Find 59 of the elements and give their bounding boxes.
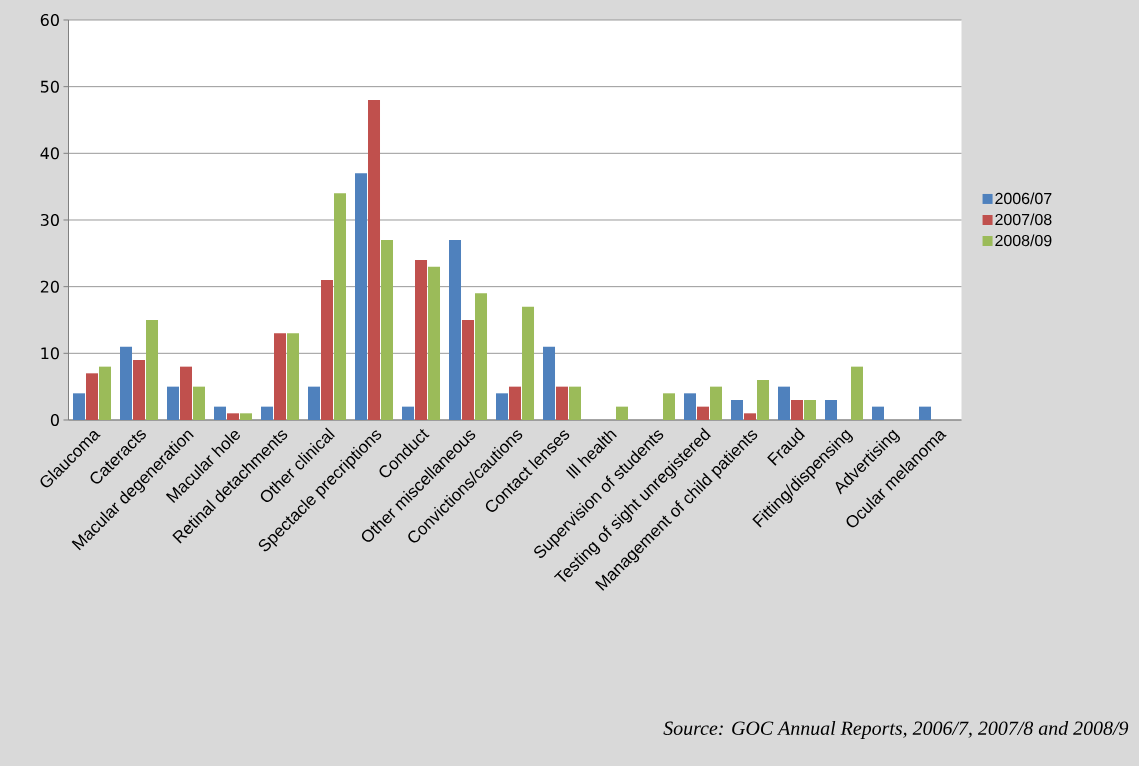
bar <box>462 319 475 420</box>
bar <box>697 406 710 420</box>
bar <box>663 393 676 420</box>
y-tick-label: 60 <box>40 13 59 27</box>
bar <box>556 386 569 420</box>
bar <box>402 406 415 420</box>
y-tick-label: 20 <box>40 280 59 293</box>
bar <box>522 306 535 420</box>
y-tick-label: 50 <box>40 80 59 93</box>
bar <box>214 406 227 420</box>
bar <box>180 366 193 420</box>
bar <box>919 406 932 420</box>
bar <box>449 239 462 420</box>
bar <box>872 406 885 420</box>
source-note: Source: GOC Annual Reports, 2006/7, 2007/8 and 2008/9 <box>663 720 1129 740</box>
y-tick-label: 10 <box>41 347 59 360</box>
bar <box>261 406 274 420</box>
legend-label: 2006/07 <box>995 192 1052 205</box>
bar <box>99 366 112 420</box>
bar <box>308 386 321 420</box>
bar <box>428 266 441 420</box>
bar <box>355 173 368 420</box>
y-tick-label: 0 <box>50 413 59 427</box>
bar <box>368 99 381 420</box>
bar <box>851 366 864 420</box>
bar <box>778 386 791 420</box>
bar <box>287 333 300 420</box>
bar <box>744 413 757 420</box>
y-tick-label: 30 <box>40 213 59 227</box>
bar <box>825 399 838 420</box>
legend-label: 2008/09 <box>995 234 1052 247</box>
bar <box>569 386 582 420</box>
y-tick-label: 40 <box>40 147 59 160</box>
bar <box>274 333 287 420</box>
bar <box>321 279 334 420</box>
bar <box>616 406 629 420</box>
bar <box>120 346 133 420</box>
bar <box>133 359 146 420</box>
bar <box>86 373 99 420</box>
bar <box>146 319 159 420</box>
bar <box>496 393 509 420</box>
bar <box>415 259 428 420</box>
bar <box>167 386 180 420</box>
bar <box>684 393 697 420</box>
bar <box>193 386 206 420</box>
bar <box>804 399 817 420</box>
bar <box>475 293 488 420</box>
bar <box>731 399 744 420</box>
bar <box>73 393 86 420</box>
bar <box>334 193 347 420</box>
bar <box>227 413 240 420</box>
legend-label: 2007/08 <box>995 213 1052 226</box>
bar <box>710 386 723 420</box>
bar <box>240 413 253 420</box>
bar <box>381 239 394 420</box>
bar <box>543 346 556 420</box>
bar <box>791 399 804 420</box>
bar <box>757 379 770 420</box>
bar <box>509 386 522 420</box>
